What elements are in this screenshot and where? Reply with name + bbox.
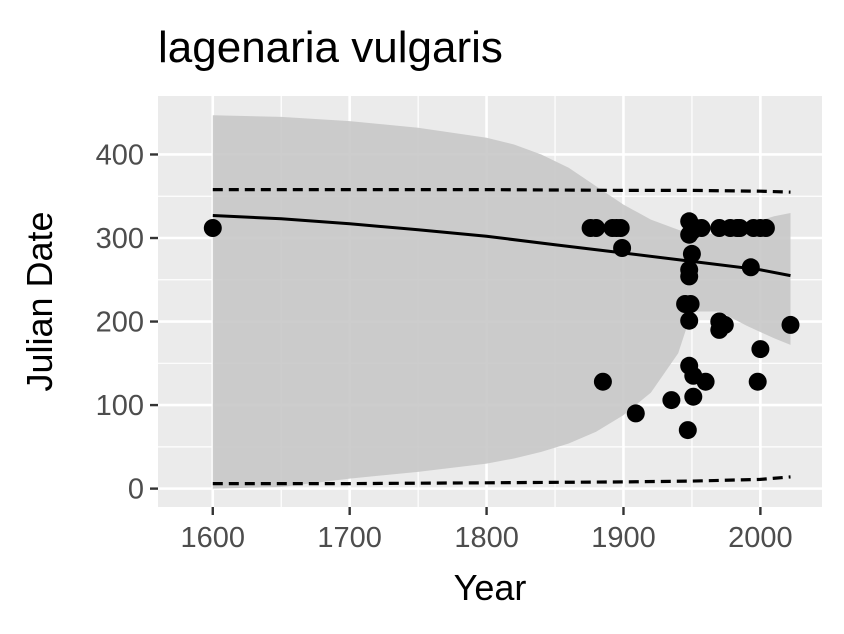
data-point [613, 239, 632, 257]
data-point [715, 315, 734, 334]
y-tick-label: 400 [96, 139, 144, 171]
lower-bound-dashed-line [212, 475, 791, 486]
data-point [203, 219, 222, 237]
y-axis: 0 100 200 300 400 [96, 139, 158, 506]
data-point [678, 421, 697, 440]
x-axis: 1600 1700 1800 1900 2000 [181, 507, 793, 554]
data-point [684, 387, 703, 406]
data-point [587, 219, 606, 237]
fit-line [212, 214, 791, 278]
data-point [682, 244, 701, 263]
data-point [611, 219, 630, 237]
y-tick-label: 300 [96, 223, 144, 255]
x-tick-label: 1600 [181, 522, 246, 554]
x-tick-label: 1700 [317, 522, 382, 554]
data-point [681, 295, 700, 313]
data-point [756, 219, 775, 237]
data-point [662, 391, 681, 410]
data-point [626, 404, 645, 423]
y-tick-label: 0 [128, 474, 144, 506]
data-points [203, 212, 800, 440]
data-point [730, 219, 749, 237]
chart-title: lagenaria vulgaris [158, 23, 503, 72]
y-tick-label: 200 [96, 307, 144, 339]
data-point [696, 372, 715, 391]
x-tick-label: 1800 [454, 522, 519, 554]
data-point [741, 258, 760, 277]
data-point [692, 219, 711, 237]
upper-bound-dashed-line [212, 188, 791, 194]
x-axis-title: Year [454, 567, 527, 608]
data-point [680, 311, 699, 330]
x-tick-label: 1900 [591, 522, 656, 554]
x-tick-label: 2000 [728, 522, 793, 554]
data-point [781, 315, 800, 334]
y-axis-title: Julian Date [19, 211, 60, 391]
data-point [748, 372, 767, 391]
confidence-ribbon [212, 115, 791, 489]
data-point [680, 267, 699, 286]
data-point [751, 340, 770, 359]
y-tick-label: 100 [96, 390, 144, 422]
data-point [593, 372, 612, 391]
